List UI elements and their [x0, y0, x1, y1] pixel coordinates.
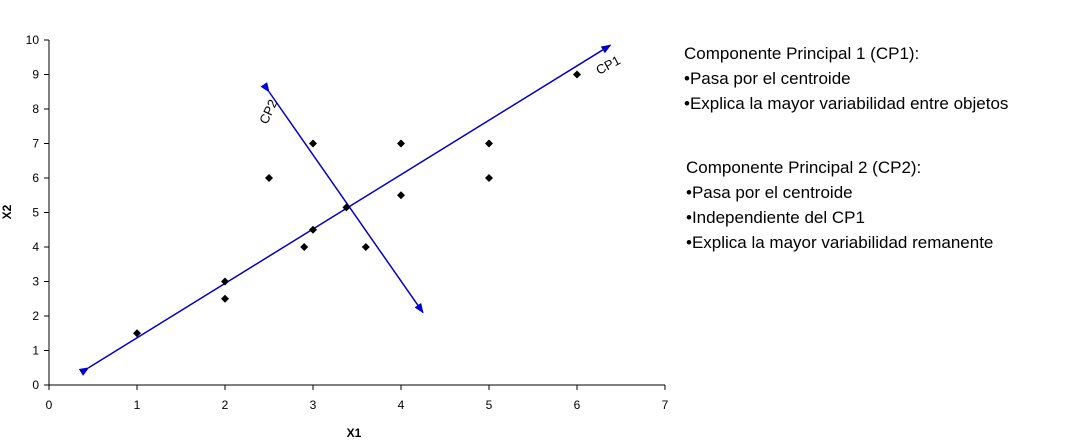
pca-scatter-chart: 0 1 2 3 4 5 6 7 0 1 2 3 4 5 6 7 8 9 10 X1 X2 CP1 CP2 [0, 33, 669, 440]
x-tick-label: 4 [398, 398, 405, 412]
y-tick-label: 6 [32, 171, 39, 185]
cp1-notes: Componente Principal 1 (CP1): •Pasa por … [684, 41, 1008, 116]
x-tick-label: 2 [222, 398, 229, 412]
y-tick-label: 2 [32, 309, 39, 323]
x-axis-label: X1 [347, 426, 362, 440]
cp2-item-remaining: •Explica la mayor variabilidad remanente [686, 233, 994, 252]
y-tick-label: 4 [32, 240, 39, 254]
cp2-item-independent: •Independiente del CP1 [686, 208, 865, 227]
x-tick-label: 0 [46, 398, 53, 412]
data-point [221, 294, 229, 303]
x-tick-label: 1 [134, 398, 141, 412]
data-point [485, 139, 493, 148]
y-tick-label: 1 [32, 344, 39, 358]
y-tick-label: 7 [32, 137, 39, 151]
cp1-title: Componente Principal 1 (CP1): [684, 44, 920, 63]
cp2-title: Componente Principal 2 (CP2): [686, 158, 922, 177]
y-tick-label: 10 [26, 33, 40, 47]
data-point [309, 225, 317, 234]
x-tick-label: 7 [662, 398, 669, 412]
y-tick-label: 8 [32, 102, 39, 116]
cp2-notes: Componente Principal 2 (CP2): •Pasa por … [686, 155, 993, 255]
data-point [361, 243, 370, 251]
data-point [309, 139, 317, 148]
data-point [573, 70, 581, 79]
data-point [265, 174, 273, 182]
cp2-axis-label: CP2 [256, 97, 280, 126]
x-tick-label: 6 [574, 398, 581, 412]
data-point [397, 191, 405, 200]
y-tick-label: 0 [32, 378, 39, 392]
data-point [300, 243, 309, 251]
y-tick-label: 5 [32, 206, 39, 220]
y-axis-label: X2 [0, 204, 14, 219]
data-point [485, 174, 493, 182]
y-tick-label: 3 [32, 275, 39, 289]
y-tick-label: 9 [32, 68, 39, 82]
cp2-item-centroid: •Pasa por el centroide [686, 183, 853, 202]
cp1-item-variability: •Explica la mayor variabilidad entre obj… [684, 94, 1009, 113]
cp1-item-centroid: •Pasa por el centroide [684, 69, 851, 88]
data-point [133, 329, 141, 338]
x-tick-label: 5 [486, 398, 493, 412]
x-tick-label: 3 [310, 398, 317, 412]
cp2-axis-line [260, 82, 424, 314]
cp1-axis-label: CP1 [593, 53, 622, 78]
data-point [397, 139, 405, 148]
centroid-point [342, 203, 351, 212]
data-point [221, 277, 229, 286]
